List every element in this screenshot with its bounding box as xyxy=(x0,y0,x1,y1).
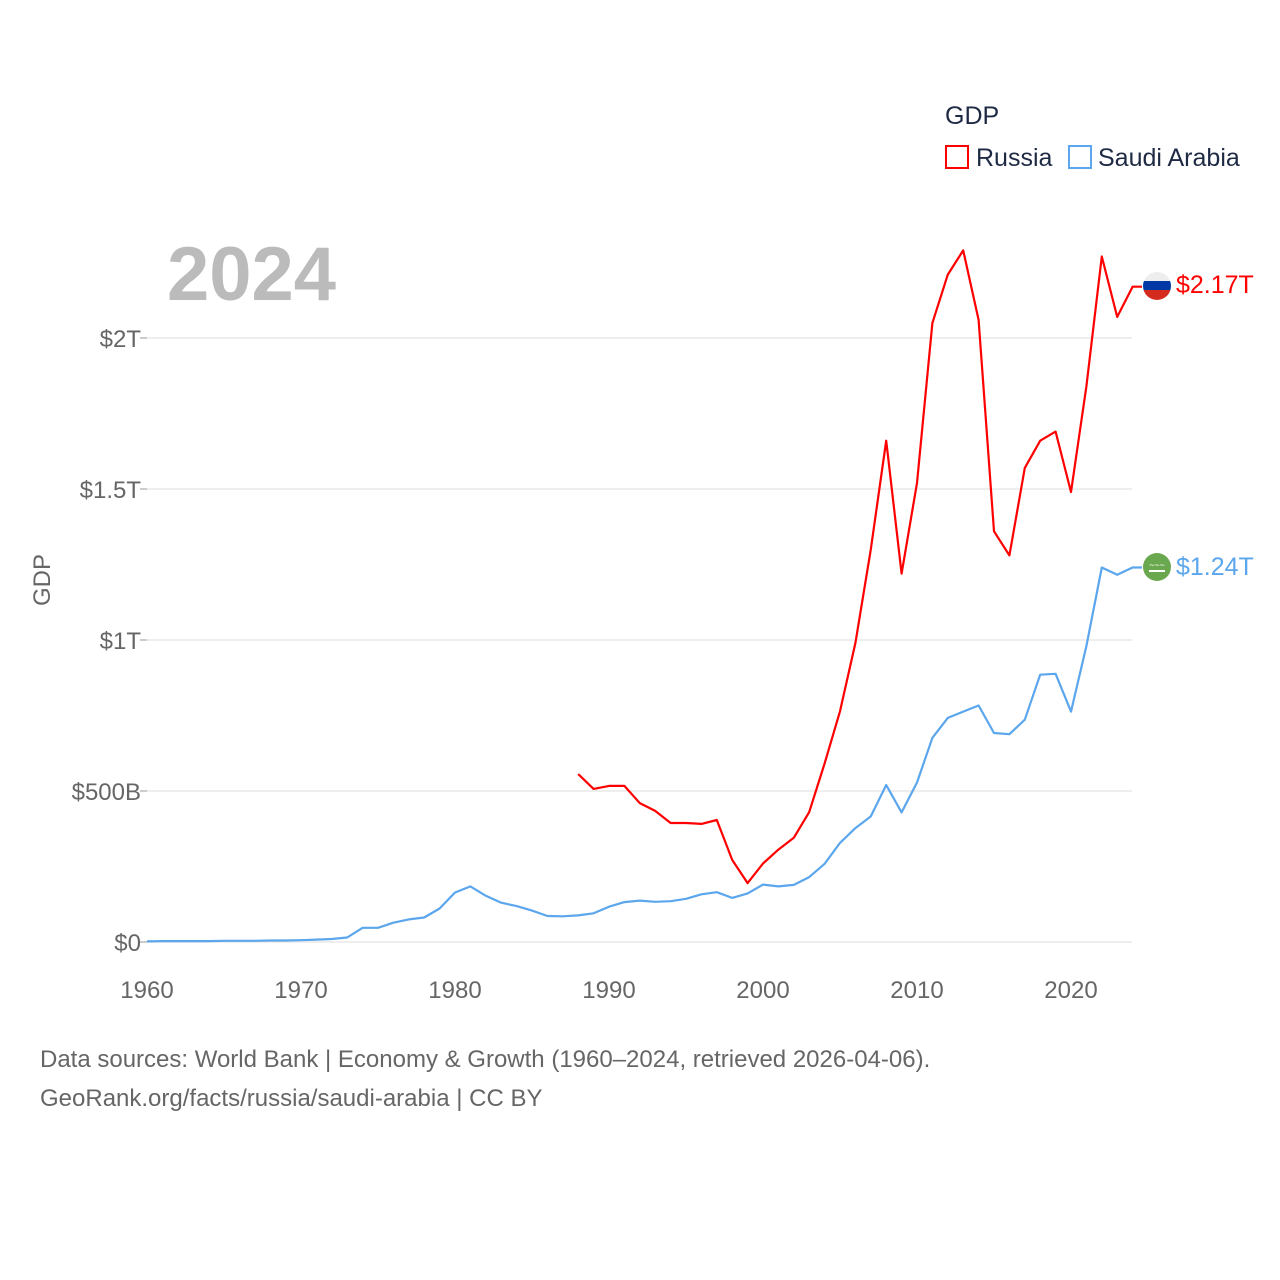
x-tick-label: 2010 xyxy=(890,977,943,1004)
x-tick-label: 2020 xyxy=(1044,977,1097,1004)
series-line-russia[interactable] xyxy=(577,249,1142,885)
x-tick-label: 1970 xyxy=(274,977,327,1004)
y-tick-label: $0 xyxy=(114,930,141,957)
saudi-arabia-flag-icon: ~~~ xyxy=(1143,553,1171,581)
x-tick-label: 1990 xyxy=(582,977,635,1004)
series-line-saudi-arabia[interactable] xyxy=(146,566,1142,943)
x-tick-label: 1960 xyxy=(120,977,173,1004)
y-axis-label: GDP xyxy=(29,554,56,606)
svg-text:~~~: ~~~ xyxy=(1149,560,1165,570)
x-tick-label: 2000 xyxy=(736,977,789,1004)
year-watermark: 2024 xyxy=(167,232,336,317)
y-tick-label: $1T xyxy=(100,628,142,655)
legend-swatch-saudi-arabia[interactable] xyxy=(1068,145,1092,169)
y-tick-label: $2T xyxy=(100,326,142,353)
y-tick-label: $1.5T xyxy=(80,477,142,504)
legend: GDP Russia Saudi Arabia xyxy=(945,102,1240,172)
footer-sources: Data sources: World Bank | Economy & Gro… xyxy=(40,1046,931,1073)
legend-title: GDP xyxy=(945,102,999,130)
russia-flag-icon xyxy=(1143,272,1171,300)
legend-label-russia[interactable]: Russia xyxy=(976,144,1053,172)
russia-end-label: $2.17T xyxy=(1176,271,1254,299)
legend-label-saudi-arabia[interactable]: Saudi Arabia xyxy=(1098,144,1240,172)
footer-attribution[interactable]: GeoRank.org/facts/russia/saudi-arabia | … xyxy=(40,1085,543,1112)
y-tick-label: $500B xyxy=(72,779,141,806)
saudi-arabia-end-label: $1.24T xyxy=(1176,553,1254,581)
x-tick-label: 1980 xyxy=(428,977,481,1004)
legend-swatch-russia[interactable] xyxy=(945,145,969,169)
